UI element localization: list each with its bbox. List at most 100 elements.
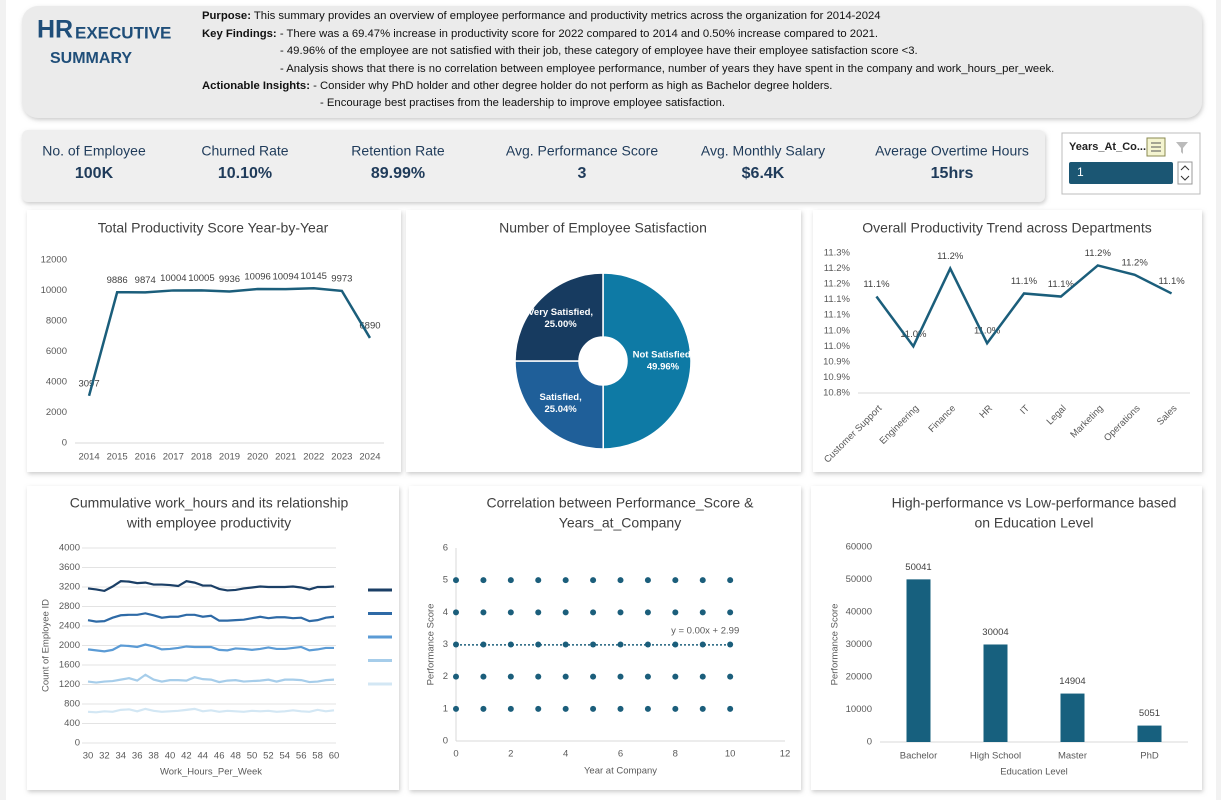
header-line: - Analysis shows that there is no correl… xyxy=(280,63,1054,75)
chart-title: Total Productivity Score Year-by-Year xyxy=(98,220,329,236)
data-label: 11.0% xyxy=(974,326,1001,337)
point xyxy=(699,641,706,648)
scroll-arrows xyxy=(1180,165,1190,181)
trendline-label: y = 0.00x + 2.99 xyxy=(671,625,739,636)
x-tick-label: 2017 xyxy=(163,452,184,463)
chart-title: Correlation between Performance_Score & xyxy=(487,495,755,511)
data-label: 6890 xyxy=(359,320,380,331)
data-label: 3097 xyxy=(78,378,99,389)
line-label: Key Findings: xyxy=(202,28,277,40)
data-label: 11.1% xyxy=(863,279,890,290)
slice xyxy=(602,272,692,450)
x-tick-label: Bachelor xyxy=(900,751,938,762)
point xyxy=(507,705,514,712)
point xyxy=(672,609,679,616)
x-tick-label: 2020 xyxy=(247,452,268,463)
point xyxy=(590,577,597,584)
y-tick-label: 4 xyxy=(443,607,448,618)
y-tick-label: 11.2% xyxy=(824,263,851,274)
chart-card xyxy=(813,210,1202,472)
x-tick-label: 8 xyxy=(673,749,678,760)
data-label: 11.1% xyxy=(1011,276,1038,287)
data-label: 10005 xyxy=(188,273,214,284)
x-tick-label: 2016 xyxy=(135,452,156,463)
data-label: 11.2% xyxy=(1085,248,1112,259)
point xyxy=(507,673,514,680)
line-text: - Consider why PhD holder and other degr… xyxy=(310,80,832,92)
point xyxy=(644,609,651,616)
x-axis-label: Education Level xyxy=(1000,767,1068,778)
chart-title: on Education Level xyxy=(974,515,1093,531)
slicer-title: Years_At_Co... xyxy=(1069,141,1146,153)
y-tick-label: 60000 xyxy=(846,542,872,553)
point xyxy=(562,609,569,616)
slicer-item[interactable] xyxy=(1069,162,1173,184)
point xyxy=(535,609,542,616)
x-tick-label: 2019 xyxy=(219,452,240,463)
y-tick-label: 0 xyxy=(443,736,448,747)
chart-card xyxy=(409,486,801,790)
point xyxy=(507,641,514,648)
y-tick-label: 20000 xyxy=(846,672,872,683)
data-label: 11.0% xyxy=(900,329,927,340)
data-label: 10004 xyxy=(160,273,186,284)
clear-filter-icon[interactable] xyxy=(1176,142,1188,154)
x-tick-label: 40 xyxy=(165,751,176,762)
y-tick-label: 4000 xyxy=(46,377,67,388)
point xyxy=(617,577,624,584)
x-tick-label: 0 xyxy=(453,749,458,760)
y-tick-label: 11.3% xyxy=(824,248,851,259)
slice-label: Not Satisfied, xyxy=(633,349,694,360)
point xyxy=(562,705,569,712)
data-label: 11.1% xyxy=(1158,276,1185,287)
line-text: - There was a 69.47% increase in product… xyxy=(277,28,878,40)
slice-label: 25.04% xyxy=(545,404,578,415)
kpi-label: No. of Employee xyxy=(42,143,146,159)
x-tick-label: 10 xyxy=(725,749,736,760)
point xyxy=(672,641,679,648)
x-tick-label: 54 xyxy=(280,751,291,762)
kpi-label: Retention Rate xyxy=(351,143,445,159)
y-tick-label: 40000 xyxy=(846,607,872,618)
header-line: - Encourage best practises from the lead… xyxy=(320,97,725,109)
x-tick-label: 2014 xyxy=(78,452,99,463)
y-tick-label: 1 xyxy=(443,703,448,714)
y-tick-label: 2400 xyxy=(59,621,80,632)
point xyxy=(480,609,487,616)
y-axis-label: Performance Score xyxy=(830,604,841,686)
chart: Correlation between Performance_Score & Y… xyxy=(426,495,791,777)
x-tick-label: 32 xyxy=(99,751,110,762)
point xyxy=(644,673,651,680)
data-label: 9874 xyxy=(135,275,156,286)
header-line: Key Findings: - There was a 69.47% incre… xyxy=(202,28,878,40)
point xyxy=(644,641,651,648)
point xyxy=(727,577,734,584)
y-tick-label: 400 xyxy=(64,718,80,729)
kpi-value: 89.99% xyxy=(371,165,425,182)
y-tick-label: 12000 xyxy=(41,255,67,266)
kpi-value: 3 xyxy=(578,165,587,182)
y-tick-label: 2800 xyxy=(59,601,80,612)
slicer-scroll[interactable] xyxy=(1177,161,1193,185)
y-tick-label: 10000 xyxy=(41,285,67,296)
x-tick-label: 52 xyxy=(263,751,274,762)
point xyxy=(590,705,597,712)
point xyxy=(672,577,679,584)
header-line: Actionable Insights: - Consider why PhD … xyxy=(202,80,832,92)
point xyxy=(699,705,706,712)
y-tick-label: 6000 xyxy=(46,346,67,357)
data-label: 10096 xyxy=(244,272,270,283)
chart-title: High-performance vs Low-performance base… xyxy=(892,495,1177,511)
chart-title: with employee productivity xyxy=(126,515,291,531)
point xyxy=(507,577,514,584)
point xyxy=(480,673,487,680)
x-tick-label: 6 xyxy=(618,749,623,760)
x-tick-label: 2018 xyxy=(191,452,212,463)
data-label: 11.2% xyxy=(1122,257,1149,268)
x-tick-label: 38 xyxy=(148,751,159,762)
y-tick-label: 11.0% xyxy=(824,325,851,336)
y-tick-label: 11.1% xyxy=(824,310,851,321)
line-label: Actionable Insights: xyxy=(202,80,310,92)
line-text: This summary provides an overview of emp… xyxy=(251,10,881,22)
y-axis-label: Count of Employee ID xyxy=(41,599,52,692)
